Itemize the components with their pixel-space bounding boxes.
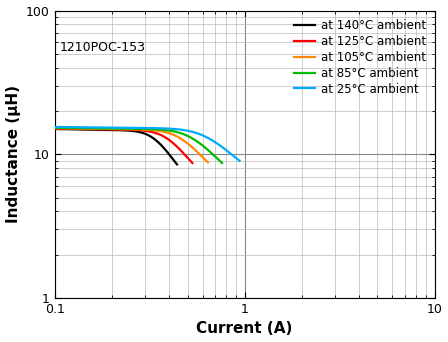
Text: 1210POC-153: 1210POC-153	[60, 41, 146, 54]
X-axis label: Current (A): Current (A)	[197, 321, 293, 337]
Legend: at 140°C ambient, at 125°C ambient, at 105°C ambient, at 85°C ambient, at 25°C a: at 140°C ambient, at 125°C ambient, at 1…	[292, 16, 429, 98]
Y-axis label: Inductance (μH): Inductance (μH)	[5, 85, 21, 223]
